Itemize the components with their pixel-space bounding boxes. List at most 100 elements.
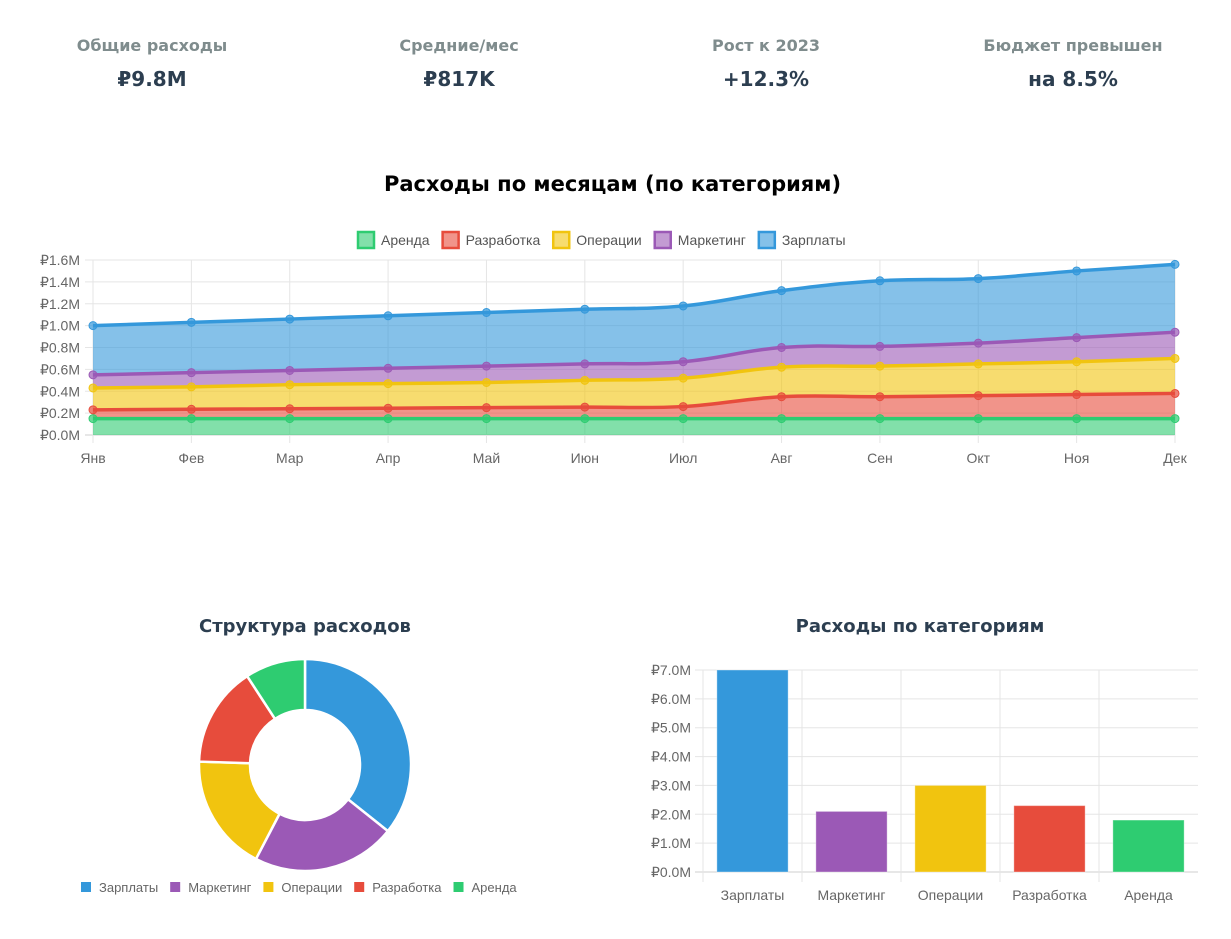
x-tick-label: Окт [966,450,990,466]
legend-swatch [356,230,376,250]
y-tick-label: ₽0.2M [40,405,80,421]
data-point [580,359,590,369]
chart-legend: Зарплаты Маркетинг Операции Разработка Аренд… [81,880,517,895]
legend-item: Маркетинг [653,230,746,250]
legend-label: Зарплаты [782,232,846,248]
y-tick-label: ₽1.6M [40,252,80,268]
data-point [1170,388,1180,398]
legend-label: Операции [576,232,642,248]
area-1 [93,393,1175,419]
categories-bar-chart: ₽0.0M ₽1.0M ₽2.0M ₽3.0M ₽4.0M ₽5.0M ₽6.0M ₽7.0M… [651,662,1198,903]
legend-swatch [354,882,365,892]
legend-item: Аренда [356,230,430,250]
data-point [1072,266,1082,276]
y-tick-label: ₽1.0M [651,835,691,851]
legend-label: Разработка [372,880,442,895]
bar [716,669,789,873]
data-point [383,403,393,413]
x-tick-label: Аренда [1124,887,1173,903]
data-point [88,405,98,415]
legend-item: Разработка [354,880,442,895]
data-point [580,402,590,412]
data-point [186,368,196,378]
data-point [383,414,393,424]
legend-swatch [551,230,571,250]
doughnut-slice [303,657,413,833]
series-line [92,391,1176,412]
x-tick-label: Май [473,450,500,466]
legend-swatch [81,882,91,892]
kpi-value: ₽817K [423,67,495,91]
data-point [1170,414,1180,424]
y-tick-label: ₽0.4M [40,383,80,399]
bar [1112,819,1185,873]
x-tick-label: Июл [669,450,697,466]
data-point [1072,333,1082,343]
data-point [973,274,983,284]
data-point [777,286,787,296]
y-tick-label: ₽1.4M [40,274,80,290]
structure-chart-title: Структура расходов [199,616,411,637]
data-point [383,379,393,389]
series-line [92,356,1176,390]
legend-label: Разработка [466,232,541,248]
data-point [973,391,983,401]
data-point [777,392,787,402]
x-tick-label: Дек [1163,450,1187,466]
y-tick-label: ₽6.0M [651,691,691,707]
data-point [88,321,98,331]
data-point [580,375,590,385]
legend-swatch [170,882,181,892]
legend-item: Разработка [441,230,541,250]
chart-legend: Аренда Разработка Операции Маркетинг Зарплат… [356,230,846,250]
data-point [481,414,491,424]
data-point [285,365,295,375]
data-point [285,314,295,324]
area-2 [93,358,1175,410]
x-tick-label: Зарплаты [721,887,785,903]
x-tick-label: Янв [80,450,105,466]
data-point [777,414,787,424]
kpi-label: Общие расходы [76,36,228,55]
data-point [285,414,295,424]
structure-doughnut-chart: Зарплаты Маркетинг Операции Разработка Аренд… [81,657,517,895]
kpi-value: на 8.5% [1028,67,1118,91]
legend-swatch [441,230,460,250]
data-point [973,338,983,348]
data-point [383,363,393,373]
kpi-value: ₽9.8M [117,67,187,91]
legend-swatch [653,230,672,250]
legend-label: Маркетинг [188,880,251,895]
legend-label: Зарплаты [99,880,158,895]
series-line [92,262,1176,328]
legend-item: Аренда [453,880,517,895]
data-point [1170,259,1180,269]
y-tick-label: ₽0.0M [651,864,691,880]
data-point [678,414,688,424]
kpi-growth: Рост к 2023 +12.3% [616,36,916,91]
data-point [481,308,491,317]
data-point [777,343,787,352]
area-4 [93,264,1175,375]
bar [815,810,888,873]
kpi-value: +12.3% [722,67,810,91]
monthly-chart-title: Расходы по месяцам (по категориям) [383,172,842,196]
data-point [186,404,196,414]
data-point [186,317,196,327]
x-tick-label: Ноя [1064,450,1089,466]
data-point [777,362,787,372]
monthly-area-chart: Аренда Разработка Операции Маркетинг Зарплат… [40,230,1188,466]
kpi-budget-exceeded: Бюджет превышен на 8.5% [923,36,1223,91]
legend-swatch [757,230,777,250]
data-point [481,361,491,371]
data-point [678,402,688,412]
kpi-label: Рост к 2023 [711,36,820,55]
data-point [285,404,295,414]
y-tick-label: ₽0.8M [40,340,80,356]
legend-swatch [263,882,274,892]
categories-chart-title: Расходы по категориям [795,616,1045,637]
y-tick-label: ₽1.0M [40,318,80,334]
legend-label: Операции [281,880,342,895]
x-tick-label: Авг [771,450,793,466]
x-tick-label: Разработка [1012,887,1087,903]
